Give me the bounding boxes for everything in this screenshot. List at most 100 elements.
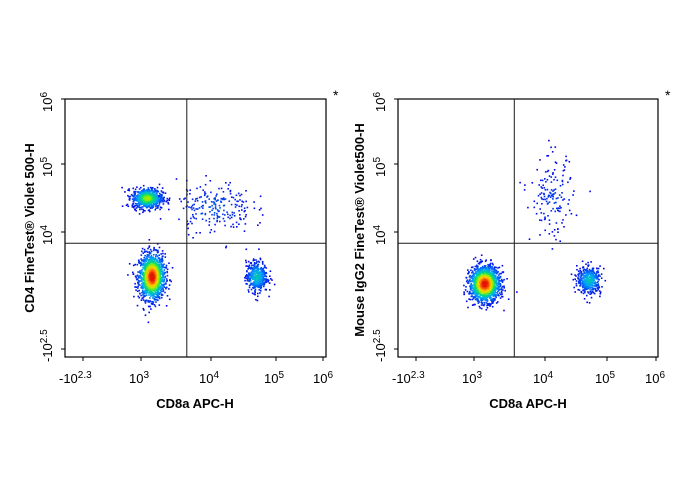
event-dot — [155, 249, 157, 252]
event-dot — [483, 278, 485, 281]
event-dot — [543, 212, 545, 215]
event-dot — [479, 278, 481, 280]
event-dot — [142, 263, 145, 265]
event-dot — [229, 214, 231, 217]
event-dot — [490, 288, 493, 291]
event-dot — [248, 264, 251, 267]
event-dot — [582, 289, 584, 292]
event-dot — [599, 295, 601, 298]
event-dot — [158, 291, 160, 294]
event-dot — [479, 293, 482, 295]
event-dot — [145, 191, 147, 193]
event-dot — [578, 281, 580, 283]
event-dot — [243, 210, 246, 213]
event-dot — [156, 295, 159, 297]
event-dot — [218, 204, 221, 207]
event-dot — [258, 285, 260, 287]
event-dot — [158, 273, 161, 276]
event-dot — [555, 222, 558, 224]
event-dot — [150, 194, 153, 197]
event-dot — [163, 286, 166, 288]
event-dot — [489, 289, 491, 291]
event-dot — [482, 288, 484, 290]
event-dot — [156, 272, 159, 275]
event-dot — [593, 285, 596, 287]
x-tick-label: 105 — [264, 370, 284, 386]
event-dot — [150, 295, 152, 297]
event-dot — [583, 275, 586, 278]
event-dot — [476, 291, 479, 294]
event-dot — [184, 197, 186, 200]
event-dot — [486, 270, 488, 272]
event-dot — [253, 278, 255, 280]
event-dot — [157, 286, 160, 289]
event-dot — [483, 283, 486, 285]
event-dot — [562, 219, 564, 221]
event-dot — [249, 279, 252, 282]
event-dot — [251, 283, 253, 285]
event-dot — [158, 200, 161, 203]
event-dot — [154, 276, 157, 278]
event-dot — [150, 279, 153, 281]
event-dot — [582, 283, 584, 285]
event-dot — [481, 280, 483, 283]
event-dot — [594, 284, 597, 286]
event-dot — [218, 216, 221, 218]
event-dot — [132, 273, 135, 275]
event-dot — [152, 265, 155, 267]
event-dot — [168, 208, 170, 211]
event-dot — [250, 276, 252, 278]
event-dot — [163, 278, 166, 281]
event-dot — [195, 198, 197, 200]
event-dot — [140, 262, 142, 265]
event-dot — [219, 220, 221, 223]
event-dot — [554, 192, 557, 194]
event-dot — [137, 287, 139, 289]
event-dot — [158, 296, 160, 299]
event-dot — [477, 289, 479, 291]
event-dot — [254, 282, 256, 285]
event-dot — [149, 275, 151, 277]
event-dot — [484, 276, 486, 279]
event-dot — [162, 271, 164, 273]
event-dot — [589, 288, 591, 290]
event-dot — [144, 277, 147, 279]
event-dot — [585, 269, 587, 272]
event-dot — [258, 279, 261, 282]
event-dot — [585, 275, 588, 277]
event-dot — [562, 164, 565, 166]
event-dot — [470, 288, 472, 291]
event-dot — [249, 284, 252, 286]
event-dot — [141, 297, 143, 300]
event-dot — [486, 288, 488, 291]
event-dot — [147, 276, 150, 278]
event-dot — [487, 288, 490, 291]
event-dot — [231, 213, 234, 216]
event-dot — [489, 262, 492, 265]
event-dot — [211, 213, 213, 216]
event-dot — [234, 198, 236, 201]
event-dot — [553, 202, 556, 204]
event-dot — [546, 179, 549, 181]
event-dot — [153, 189, 156, 191]
event-dot — [202, 189, 204, 191]
event-dot — [241, 200, 243, 203]
event-dot — [204, 183, 207, 186]
event-dot — [496, 277, 498, 280]
event-dot — [134, 198, 137, 201]
event-dot — [146, 204, 148, 206]
event-dot — [234, 203, 237, 206]
event-dot — [157, 278, 160, 281]
event-dot — [143, 282, 146, 284]
event-dot — [229, 192, 232, 195]
event-dot — [148, 262, 150, 264]
event-dot — [519, 181, 521, 184]
event-dot — [491, 279, 493, 281]
event-dot — [146, 268, 149, 270]
event-dot — [161, 259, 164, 262]
event-dot — [259, 286, 262, 288]
event-dot — [145, 274, 147, 277]
event-dot — [228, 200, 231, 202]
event-dot — [579, 281, 582, 283]
event-dot — [577, 275, 580, 277]
